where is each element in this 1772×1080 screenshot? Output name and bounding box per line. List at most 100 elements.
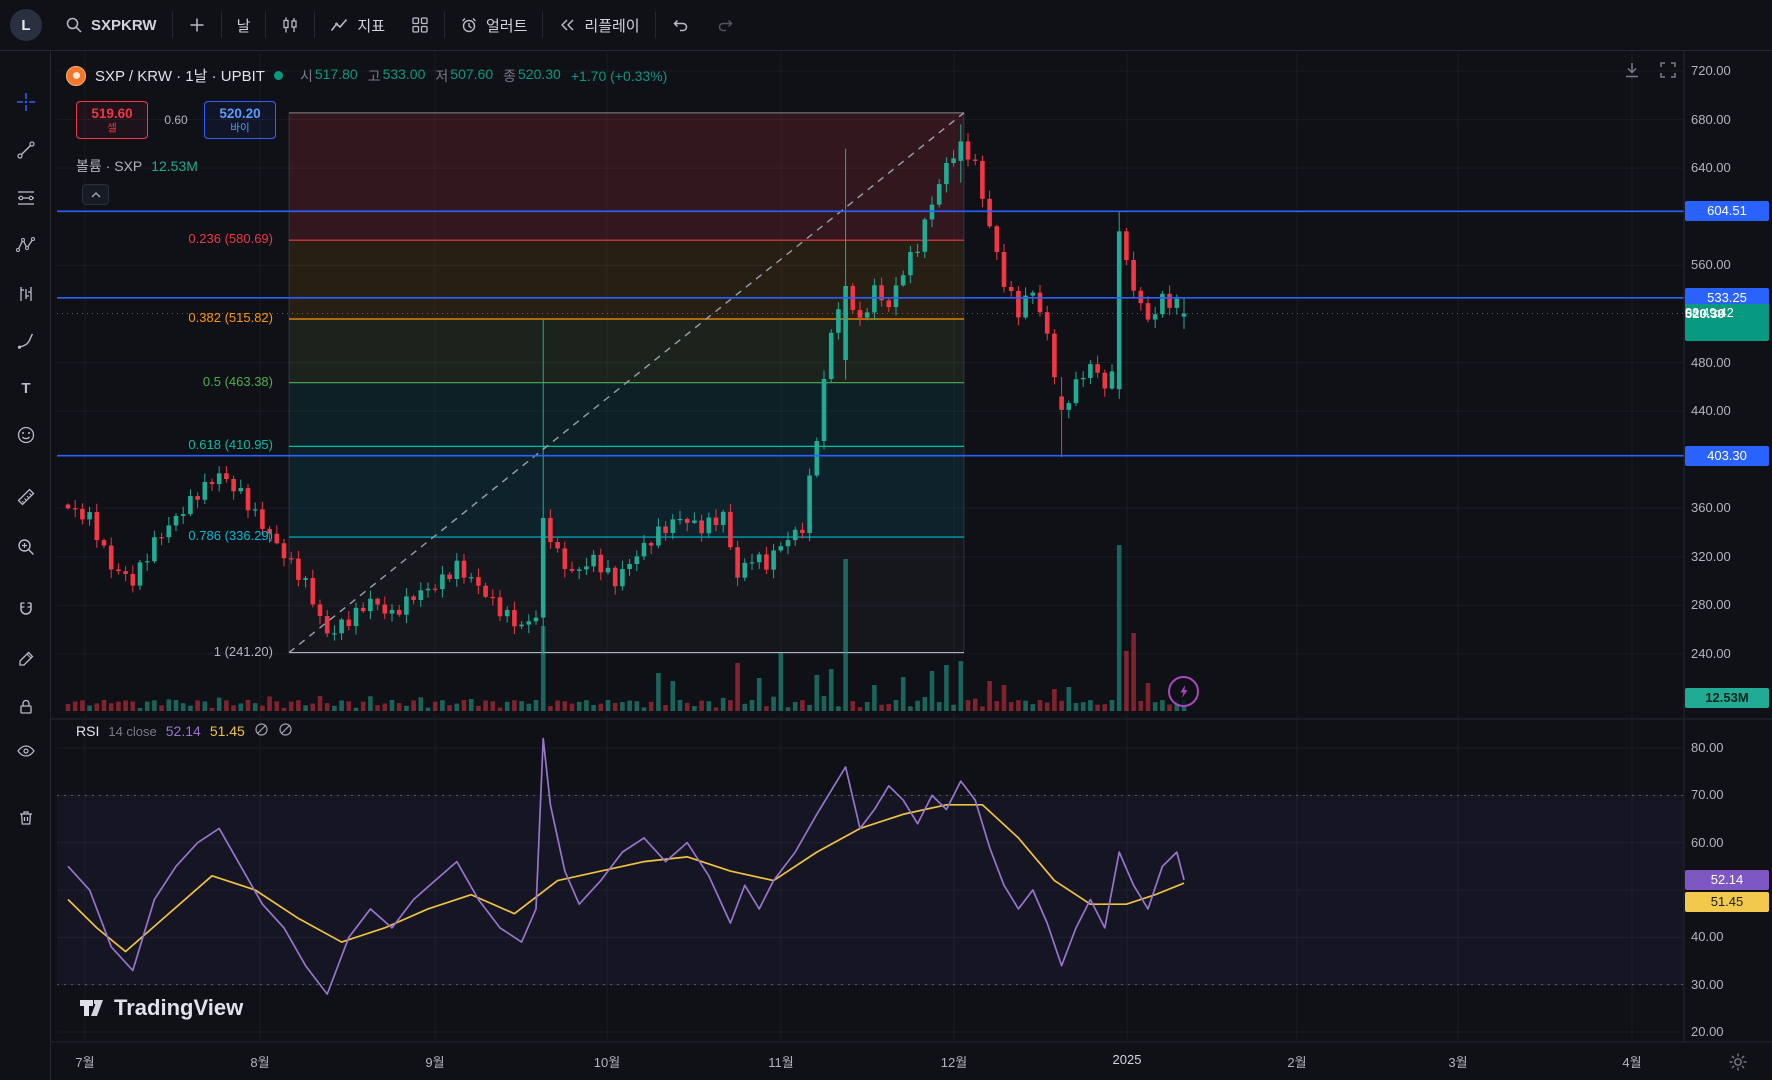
toolbar-separator <box>314 12 316 38</box>
brush-tool[interactable] <box>9 324 42 357</box>
sell-price: 519.60 <box>91 106 133 122</box>
plus-icon <box>188 16 206 34</box>
xabcd-pattern-tool[interactable] <box>9 228 42 261</box>
low-label: 저 <box>435 67 449 84</box>
rsi-channel <box>57 795 1684 985</box>
rsi-ma-line <box>67 803 1185 953</box>
volume-study-label[interactable]: 볼륨 · SXP <box>76 158 143 174</box>
top-toolbar: L SXPKRW 날 지표 얼러트 <box>0 0 1772 51</box>
toolbar-separator <box>171 12 173 38</box>
symbol-search-label: SXPKRW <box>91 16 157 34</box>
candle-series <box>65 124 1187 654</box>
sell-button[interactable]: 519.60 셀 <box>76 101 148 139</box>
ohlc-values: 시 517.80 고 533.00 저 507.60 종 520.30 +1.70 (+… <box>300 66 667 86</box>
rsi-ma-value: 51.45 <box>209 723 245 739</box>
change-value: +1.70 (+0.33%) <box>570 67 668 84</box>
open-value: 517.80 <box>314 65 358 82</box>
fib-retracement-drawing[interactable] <box>288 112 965 654</box>
buy-button[interactable]: 520.20 바이 <box>204 101 276 139</box>
tradingview-glyph-icon <box>80 1000 103 1016</box>
symbol-search-button[interactable]: SXPKRW <box>52 6 170 44</box>
tradingview-logo[interactable]: TradingView <box>78 994 243 1021</box>
rsi-value: 52.14 <box>165 723 201 739</box>
bars-pattern-tool[interactable] <box>9 277 42 310</box>
chevron-up-icon <box>90 191 101 198</box>
chart-legend: SXP / KRW · 1날 · UPBIT 시 517.80 고 533.00 저… <box>66 65 667 86</box>
fib-trend-line[interactable] <box>288 112 965 654</box>
toolbar-separator <box>265 12 267 38</box>
trend-line-tool[interactable] <box>9 133 42 166</box>
indicators-label: 지표 <box>357 17 385 35</box>
emoji-tool[interactable] <box>9 418 42 451</box>
text-tool[interactable]: T <box>9 371 42 404</box>
undo-icon <box>671 16 690 34</box>
zoom-in-tool[interactable] <box>9 530 42 563</box>
interval-label: 날 <box>236 17 251 35</box>
redo-icon <box>716 16 735 34</box>
symbol-logo-icon <box>66 65 86 86</box>
magnet-tool[interactable] <box>9 593 42 626</box>
maximize-pane-icon[interactable] <box>1658 60 1678 85</box>
time-axis[interactable] <box>0 1043 1772 1080</box>
high-label: 고 <box>367 67 381 84</box>
open-label: 시 <box>299 67 313 84</box>
interval-button[interactable]: 날 <box>224 6 264 44</box>
chart-corner-controls <box>1622 60 1678 85</box>
scroll-to-recent-icon[interactable] <box>1622 60 1642 85</box>
close-label: 종 <box>503 67 516 84</box>
layout-grid-button[interactable] <box>398 6 442 44</box>
user-avatar[interactable]: L <box>10 9 42 41</box>
alert-label: 얼러트 <box>486 17 528 35</box>
collapse-legend-button[interactable] <box>82 184 109 205</box>
axis-settings-gear-icon[interactable] <box>1727 1051 1749 1078</box>
drawing-toolbar: T <box>0 51 51 1080</box>
rsi-legend: RSI 14 close 52.14 51.45 <box>76 722 293 740</box>
sell-tag: 셀 <box>107 121 117 134</box>
order-panel: 519.60 셀 0.60 520.20 바이 <box>76 101 276 139</box>
rsi-upper-band-toggle-icon[interactable] <box>254 722 269 740</box>
buy-tag: 바이 <box>230 121 250 134</box>
volume-study-value: 12.53M <box>151 158 198 174</box>
alert-button[interactable]: 얼러트 <box>447 6 540 44</box>
toolbar-separator <box>444 12 445 38</box>
replay-icon <box>558 16 576 34</box>
toolbar-separator <box>220 12 222 38</box>
buy-price: 520.20 <box>219 106 261 122</box>
high-value: 533.00 <box>382 65 426 82</box>
volume-legend: 볼륨 · SXP 12.53M <box>76 156 198 176</box>
low-value: 507.60 <box>450 65 494 82</box>
crosshair-tool[interactable] <box>9 85 42 118</box>
toolbar-separator <box>542 12 544 38</box>
search-icon <box>65 16 83 34</box>
toolbar-separator <box>654 12 656 38</box>
close-value: 520.30 <box>518 65 561 82</box>
symbol-title[interactable]: SXP / KRW · 1날 · UPBIT <box>95 68 265 85</box>
rsi-params: 14 close <box>108 723 157 739</box>
fib-retracement-tool[interactable] <box>9 181 42 214</box>
volume-series <box>65 545 1187 711</box>
grid-layout-icon <box>411 16 429 34</box>
lock-all-drawings-tool[interactable] <box>9 690 42 723</box>
rsi-title[interactable]: RSI <box>76 723 100 739</box>
price-axis[interactable] <box>1684 51 1772 1042</box>
rsi-line <box>67 737 1185 995</box>
indicators-button[interactable]: 지표 <box>317 6 398 44</box>
market-open-dot <box>273 71 283 80</box>
measure-tool[interactable] <box>9 480 42 513</box>
add-symbol-button[interactable] <box>175 6 219 44</box>
remove-all-drawings-tool[interactable] <box>9 801 42 834</box>
drawing-mode-tool[interactable] <box>9 642 42 675</box>
undo-button[interactable] <box>658 6 703 44</box>
chart-type-button[interactable] <box>268 6 312 44</box>
spread-value: 0.60 <box>164 113 188 127</box>
alarm-icon <box>460 16 478 34</box>
redo-button[interactable] <box>703 6 748 44</box>
rsi-lower-band-toggle-icon[interactable] <box>278 722 293 740</box>
quick-trade-lightning-icon[interactable] <box>1168 676 1199 707</box>
hide-all-drawings-tool[interactable] <box>9 734 42 767</box>
replay-label: 리플레이 <box>584 17 640 35</box>
replay-button[interactable]: 리플레이 <box>545 6 652 44</box>
svg-text:T: T <box>21 380 30 397</box>
